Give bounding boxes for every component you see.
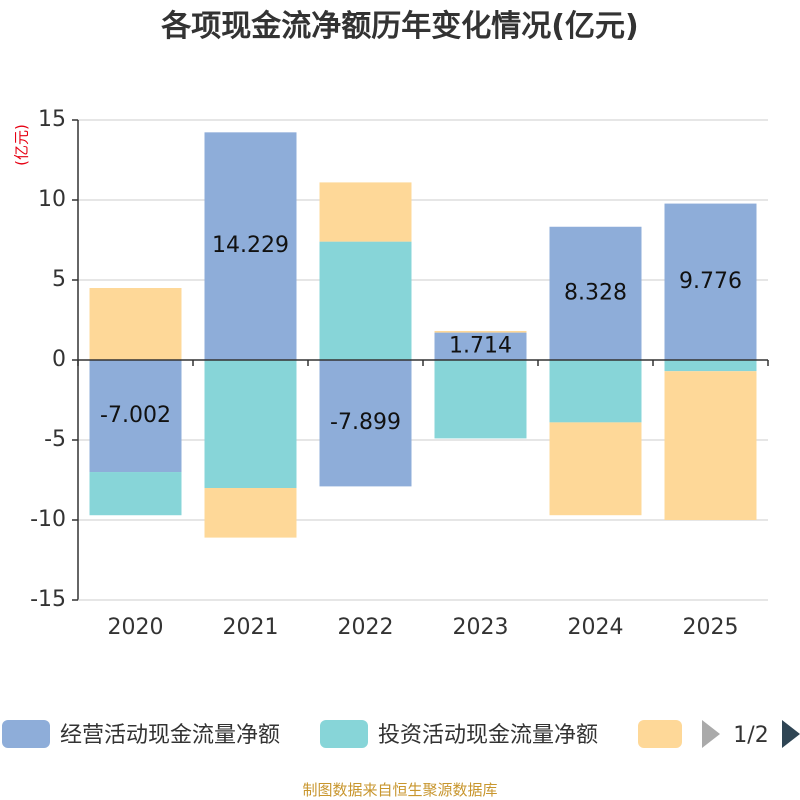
bar-2021-series-1 [204,360,297,488]
legend-prev-page-icon[interactable] [702,720,720,748]
y-tick-label: 0 [52,347,66,372]
bar-2024-series-0 [549,226,642,360]
bar-2024-series-2 [549,422,642,516]
x-tick-label-2022: 2022 [338,615,394,640]
bar-2021-series-0 [204,132,297,360]
legend-label-investing[interactable]: 投资活动现金流量净额 [378,723,598,748]
x-tick-label-2024: 2024 [568,615,624,640]
legend-swatch-financing[interactable] [638,720,682,748]
x-tick-label-2025: 2025 [683,615,739,640]
bar-2022-series-1 [319,241,412,360]
bar-2021-series-2 [204,488,297,538]
bar-2023-series-0 [434,332,527,360]
source-note: 制图数据来自恒生聚源数据库 [302,781,497,799]
bar-2025-series-1 [664,360,757,372]
bar-2023-series-1 [434,360,527,439]
chart-title: 各项现金流净额历年变化情况(亿元) [160,9,638,44]
y-tick-label: 15 [38,107,66,132]
bar-2023-series-2 [434,330,527,333]
bar-2025-series-0 [664,203,757,360]
legend-swatch-operating[interactable] [2,720,50,748]
axes: 15 10 5 0 -5 -10 -15 2020 2021 2022 2023 2024 2025 [30,107,769,640]
legend-page-indicator: 1/2 [733,723,768,748]
y-tick-label: -15 [30,587,66,612]
y-tick-label: 10 [38,187,66,212]
bar-2020-series-1 [89,472,182,516]
data-label-2024: 8.328 [564,280,627,305]
y-tick-label: -10 [30,507,66,532]
x-tick-label-2023: 2023 [453,615,509,640]
y-tick-label: 5 [52,267,66,292]
y-tick-label: -5 [44,427,66,452]
data-label-2020: -7.002 [100,403,171,428]
legend-next-page-icon[interactable] [782,720,800,748]
data-label-2023: 1.714 [449,333,512,358]
data-label-2022: -7.899 [330,410,401,435]
y-axis-unit: (亿元) [13,124,31,166]
x-tick-label-2021: 2021 [223,615,279,640]
bar-2024-series-1 [549,360,642,423]
legend-label-operating[interactable]: 经营活动现金流量净额 [60,723,280,748]
bar-2020-series-2 [89,288,182,360]
bar-2025-series-2 [664,371,757,520]
bar-2020-series-0 [89,360,182,473]
legend-swatch-investing[interactable] [320,720,368,748]
data-label-2021: 14.229 [212,233,289,258]
x-tick-label-2020: 2020 [108,615,164,640]
bar-2022-series-2 [319,182,412,242]
bars [89,132,757,538]
data-labels: -7.002 14.229 -7.899 1.714 8.328 9.776 [100,233,742,435]
bar-2022-series-0 [319,360,412,487]
data-label-2025: 9.776 [679,269,742,294]
legend: 经营活动现金流量净额 投资活动现金流量净额 1/2 [2,720,800,748]
